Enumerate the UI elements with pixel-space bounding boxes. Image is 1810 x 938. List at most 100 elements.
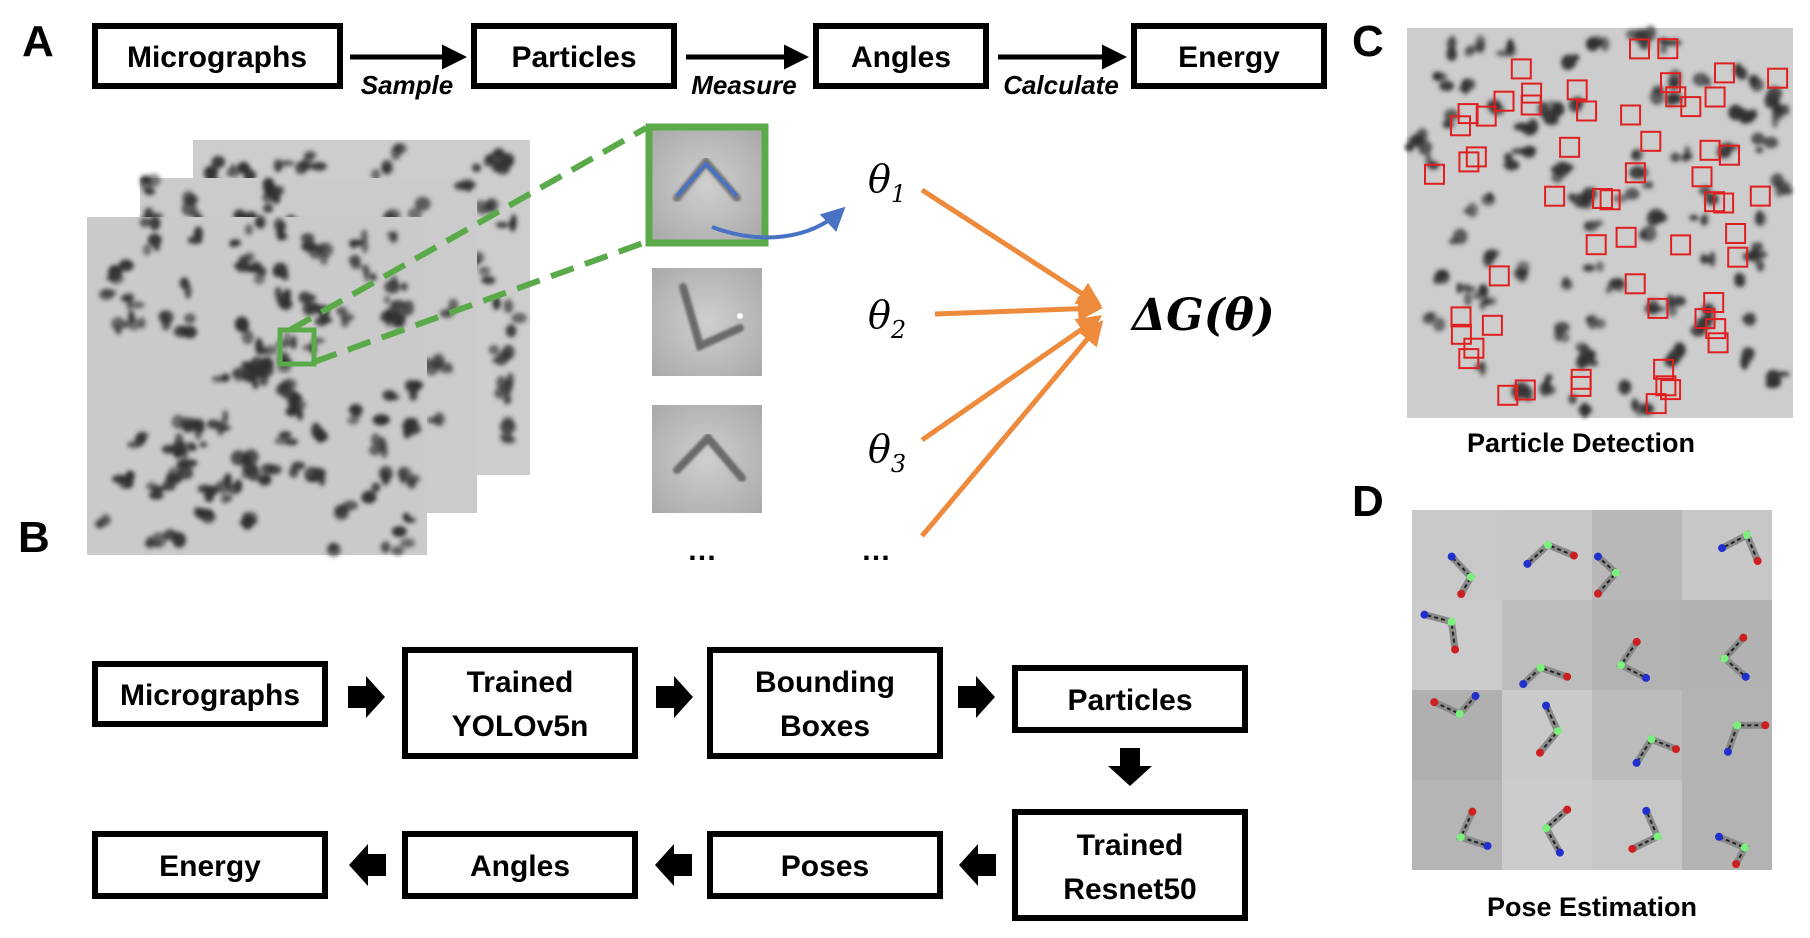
micrograph-particle (1433, 317, 1446, 332)
micrograph-particle (1705, 312, 1715, 320)
micrograph-particle (1782, 104, 1790, 116)
detection-box (1670, 234, 1692, 256)
pose-keypoint-red (1632, 637, 1641, 646)
pipe-label-micrographs: Micrographs (120, 679, 300, 712)
micrograph-particle (1641, 225, 1657, 242)
micrograph-particle (1452, 228, 1468, 245)
micrograph-particle (443, 362, 453, 370)
micrograph-particle (109, 272, 124, 285)
micrograph-particle (244, 252, 255, 262)
micrograph-particle (414, 196, 431, 211)
micrograph-particle (1404, 142, 1415, 152)
pose-keypoint-green (1653, 832, 1662, 841)
micrograph-particle (381, 162, 391, 173)
detection-box (1592, 188, 1613, 209)
pipe-arrow-5 (655, 844, 692, 886)
pose-keypoint-blue (1632, 758, 1641, 767)
micrograph-particle (151, 532, 167, 548)
micrograph-particle (1474, 362, 1485, 371)
micrograph-particle (1483, 296, 1497, 306)
detection-box (1624, 273, 1646, 295)
micrograph-particle (1582, 264, 1596, 272)
micrograph-particle (303, 299, 313, 316)
pipe-label-particles: Particles (1067, 684, 1192, 717)
micrograph-particle (1667, 293, 1674, 309)
pose-keypoint-green (1447, 617, 1456, 626)
micrograph-particle (1595, 318, 1606, 329)
particle-crop-highlight (645, 123, 769, 247)
pose-keypoint-blue (1723, 747, 1732, 756)
micrograph-particle (1639, 38, 1650, 50)
micrograph-particle (205, 485, 219, 496)
micrograph-particle (1740, 354, 1748, 370)
micrograph-particle (215, 480, 231, 493)
micrograph-particle (1635, 402, 1643, 417)
detection-box (1727, 246, 1749, 268)
micrograph-particle (336, 306, 348, 316)
pose-keypoint-blue (1447, 552, 1456, 561)
micrograph-particle (148, 491, 163, 500)
panel-label-a: A (22, 17, 54, 66)
pose-caption: Pose Estimation (1487, 892, 1697, 922)
micrograph-particle (254, 340, 265, 356)
micrograph-particle (1463, 292, 1473, 307)
pose-keypoint-red (1569, 551, 1578, 560)
micrograph-particle (128, 301, 145, 309)
pipe-label-angles: Angles (470, 850, 570, 883)
micrograph-particle (296, 408, 304, 421)
energy-arrow-2 (934, 296, 1103, 322)
micrograph-particle (1670, 152, 1681, 163)
crops-ellipsis: … (687, 534, 717, 567)
pose-keypoint-blue (1555, 848, 1564, 857)
detection-box (1719, 144, 1740, 166)
micrograph-particle (426, 416, 441, 424)
micrograph-particle (190, 210, 201, 219)
micrograph-particle (179, 277, 190, 290)
micrograph-particle (1748, 74, 1757, 86)
energy-arrows (920, 187, 1104, 538)
micrograph-particle (1647, 180, 1653, 190)
micrograph-particle (272, 190, 281, 205)
micrograph-particle (360, 229, 368, 242)
micrograph-particle (264, 345, 278, 356)
pipe-label-yolo-2: YOLOv5n (452, 710, 589, 743)
pose-keypoint-green (1617, 661, 1626, 670)
detection-box (1694, 308, 1716, 330)
micrograph-particle (1595, 261, 1605, 272)
micrograph-particle (238, 319, 250, 332)
detection-box (1514, 379, 1536, 401)
micrograph-particle (1522, 145, 1536, 159)
micrograph-particle (241, 455, 248, 466)
pose-skeleton (1619, 641, 1647, 679)
micrograph-particle (1578, 355, 1595, 367)
micrograph-particle (1649, 89, 1665, 105)
detection-box (1450, 323, 1472, 345)
pipe-box-yolo (402, 647, 638, 759)
pose-skeleton (1522, 666, 1568, 685)
pose-keypoint-blue (1642, 806, 1651, 815)
micrograph-particle (1476, 41, 1485, 54)
detection-box (1481, 314, 1503, 336)
pipe-label-resnet-2: Resnet50 (1063, 873, 1196, 906)
micrograph-particle (1460, 283, 1471, 292)
micrograph-particle (1646, 299, 1660, 315)
micrograph-particle (1561, 163, 1573, 173)
micrograph-particle (1513, 122, 1530, 132)
micrograph-particle (1436, 269, 1450, 285)
micrograph-particle (211, 375, 227, 383)
micrograph-particle (179, 325, 189, 334)
micrograph-particle (243, 463, 259, 474)
micrograph-particle (465, 182, 472, 193)
pose-keypoint-green (1740, 843, 1749, 852)
micrograph-particle (1443, 117, 1452, 129)
flow-box-energy (1131, 23, 1327, 89)
micrograph-particle (1511, 147, 1527, 155)
pose-keypoint-red (1457, 590, 1466, 598)
micrograph-particle (391, 546, 405, 556)
micrograph-particle (1607, 280, 1622, 290)
pose-keypoint-green (1720, 654, 1729, 663)
micrograph-particle (402, 512, 411, 521)
micrograph-particle (226, 167, 240, 178)
micrograph-particle (481, 276, 496, 285)
